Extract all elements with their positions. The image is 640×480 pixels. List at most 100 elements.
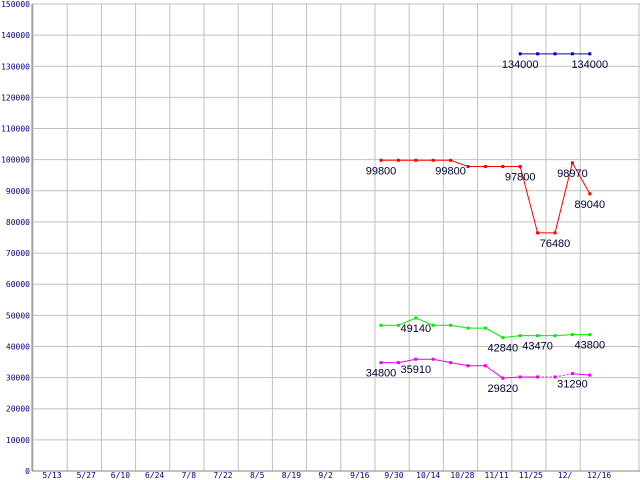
x-tick-label: 10/14 [416, 471, 440, 480]
x-tick-label: 8/5 [250, 471, 265, 480]
series-2-point [466, 326, 470, 330]
series-2-point [588, 333, 592, 337]
x-tick-label: 9/16 [350, 471, 369, 480]
series-3-point [570, 372, 574, 376]
x-tick-label: 9/2 [318, 471, 333, 480]
data-label: 35910 [401, 364, 432, 376]
series-3-point [449, 361, 453, 365]
data-label: 76480 [540, 238, 571, 250]
series-3-point [466, 364, 470, 368]
series-3-segment [572, 373, 590, 376]
series-3-segment [502, 376, 521, 379]
series-3-point [483, 364, 487, 368]
series-3-point [536, 375, 540, 379]
series-3-point [414, 357, 418, 361]
series-2-point [414, 316, 418, 320]
x-tick-label: 6/24 [145, 471, 164, 480]
series-1-point [501, 165, 505, 169]
series-lines [379, 52, 592, 380]
series-2-point [483, 326, 487, 330]
x-tick-label: 12/16 [587, 471, 611, 480]
y-tick-label: 90000 [6, 187, 30, 196]
series-3-point [518, 375, 522, 379]
y-tick-label: 70000 [6, 249, 30, 258]
series-1-point [588, 192, 592, 196]
series-3-point [501, 376, 505, 380]
series-2-segment [485, 327, 504, 339]
series-2-segment [450, 324, 469, 329]
series-1-point [553, 231, 557, 235]
data-label: 99800 [435, 165, 466, 177]
series-2-point [501, 336, 505, 340]
data-label: 97800 [505, 172, 536, 184]
y-tick-label: 120000 [1, 93, 30, 102]
series-0-point [553, 52, 557, 56]
series-1-point [536, 231, 540, 235]
series-2-point [570, 333, 574, 337]
y-tick-label: 10000 [6, 436, 30, 445]
series-2-point [431, 323, 435, 327]
series-3-point [379, 361, 383, 365]
series-1-segment [571, 162, 591, 195]
y-tick-label: 40000 [6, 342, 30, 351]
series-1-point [570, 161, 574, 165]
series-3-segment [554, 373, 573, 378]
series-1-segment [554, 162, 573, 234]
x-tick-label: 10/28 [450, 471, 474, 480]
x-tick-label: 8/19 [282, 471, 301, 480]
x-tick-label: 7/22 [213, 471, 232, 480]
x-tick-label: 5/13 [42, 471, 61, 480]
series-3-segment [398, 358, 416, 364]
series-1-point [414, 158, 418, 162]
y-tick-label: 140000 [1, 31, 30, 40]
series-2-segment [398, 317, 416, 326]
y-tick-label: 60000 [6, 280, 30, 289]
series-2-point [553, 334, 557, 338]
x-tick-label: 11/11 [485, 471, 509, 480]
y-tick-label: 80000 [6, 218, 30, 227]
series-3-segment [485, 365, 504, 379]
x-tick-label: 9/30 [384, 471, 403, 480]
y-tick-label: 110000 [1, 125, 30, 134]
data-label: 99800 [366, 165, 397, 177]
data-labels: 134000 134000 99800 99800 97800 76480 98970 890… [366, 59, 608, 395]
series-3-point [588, 373, 592, 377]
x-tick-label: 11/25 [519, 471, 543, 480]
series-1-point [431, 158, 435, 162]
series-2-point [536, 334, 540, 338]
data-label: 43470 [522, 341, 553, 353]
data-label: 34800 [366, 368, 397, 380]
series-3-segment [450, 362, 469, 367]
data-label: 42840 [488, 343, 519, 355]
y-tick-label: 0 [25, 467, 30, 476]
series-1-point [466, 165, 470, 169]
data-label: 134000 [571, 59, 608, 71]
series-2-segment [415, 317, 434, 326]
data-label: 43800 [575, 340, 606, 352]
series-1-point [483, 165, 487, 169]
y-tick-label: 150000 [1, 0, 30, 9]
series-0-point [518, 52, 522, 56]
data-label: 134000 [502, 59, 539, 71]
series-1-point [396, 158, 400, 162]
series-0-point [588, 52, 592, 56]
y-tick-label: 130000 [1, 62, 30, 71]
x-tick-label: 12/ [558, 471, 573, 480]
series-2-point [379, 323, 383, 327]
series-3-point [431, 357, 435, 361]
series-2-point [518, 334, 522, 338]
data-label: 29820 [488, 383, 519, 395]
y-tick-label: 30000 [6, 374, 30, 383]
data-label: 49140 [401, 323, 432, 335]
y-tick-label: 20000 [6, 405, 30, 414]
series-1-segment [519, 166, 539, 234]
data-label: 98970 [557, 168, 588, 180]
series-1-segment [450, 159, 469, 167]
x-tick-label: 7/8 [182, 471, 197, 480]
x-tick-label: 5/27 [77, 471, 96, 480]
grid [32, 3, 640, 472]
series-3-segment [433, 358, 451, 364]
